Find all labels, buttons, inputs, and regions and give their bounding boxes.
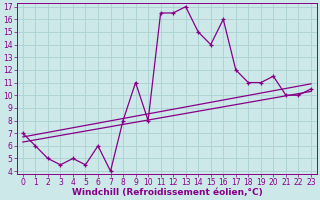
X-axis label: Windchill (Refroidissement éolien,°C): Windchill (Refroidissement éolien,°C) [72,188,262,197]
